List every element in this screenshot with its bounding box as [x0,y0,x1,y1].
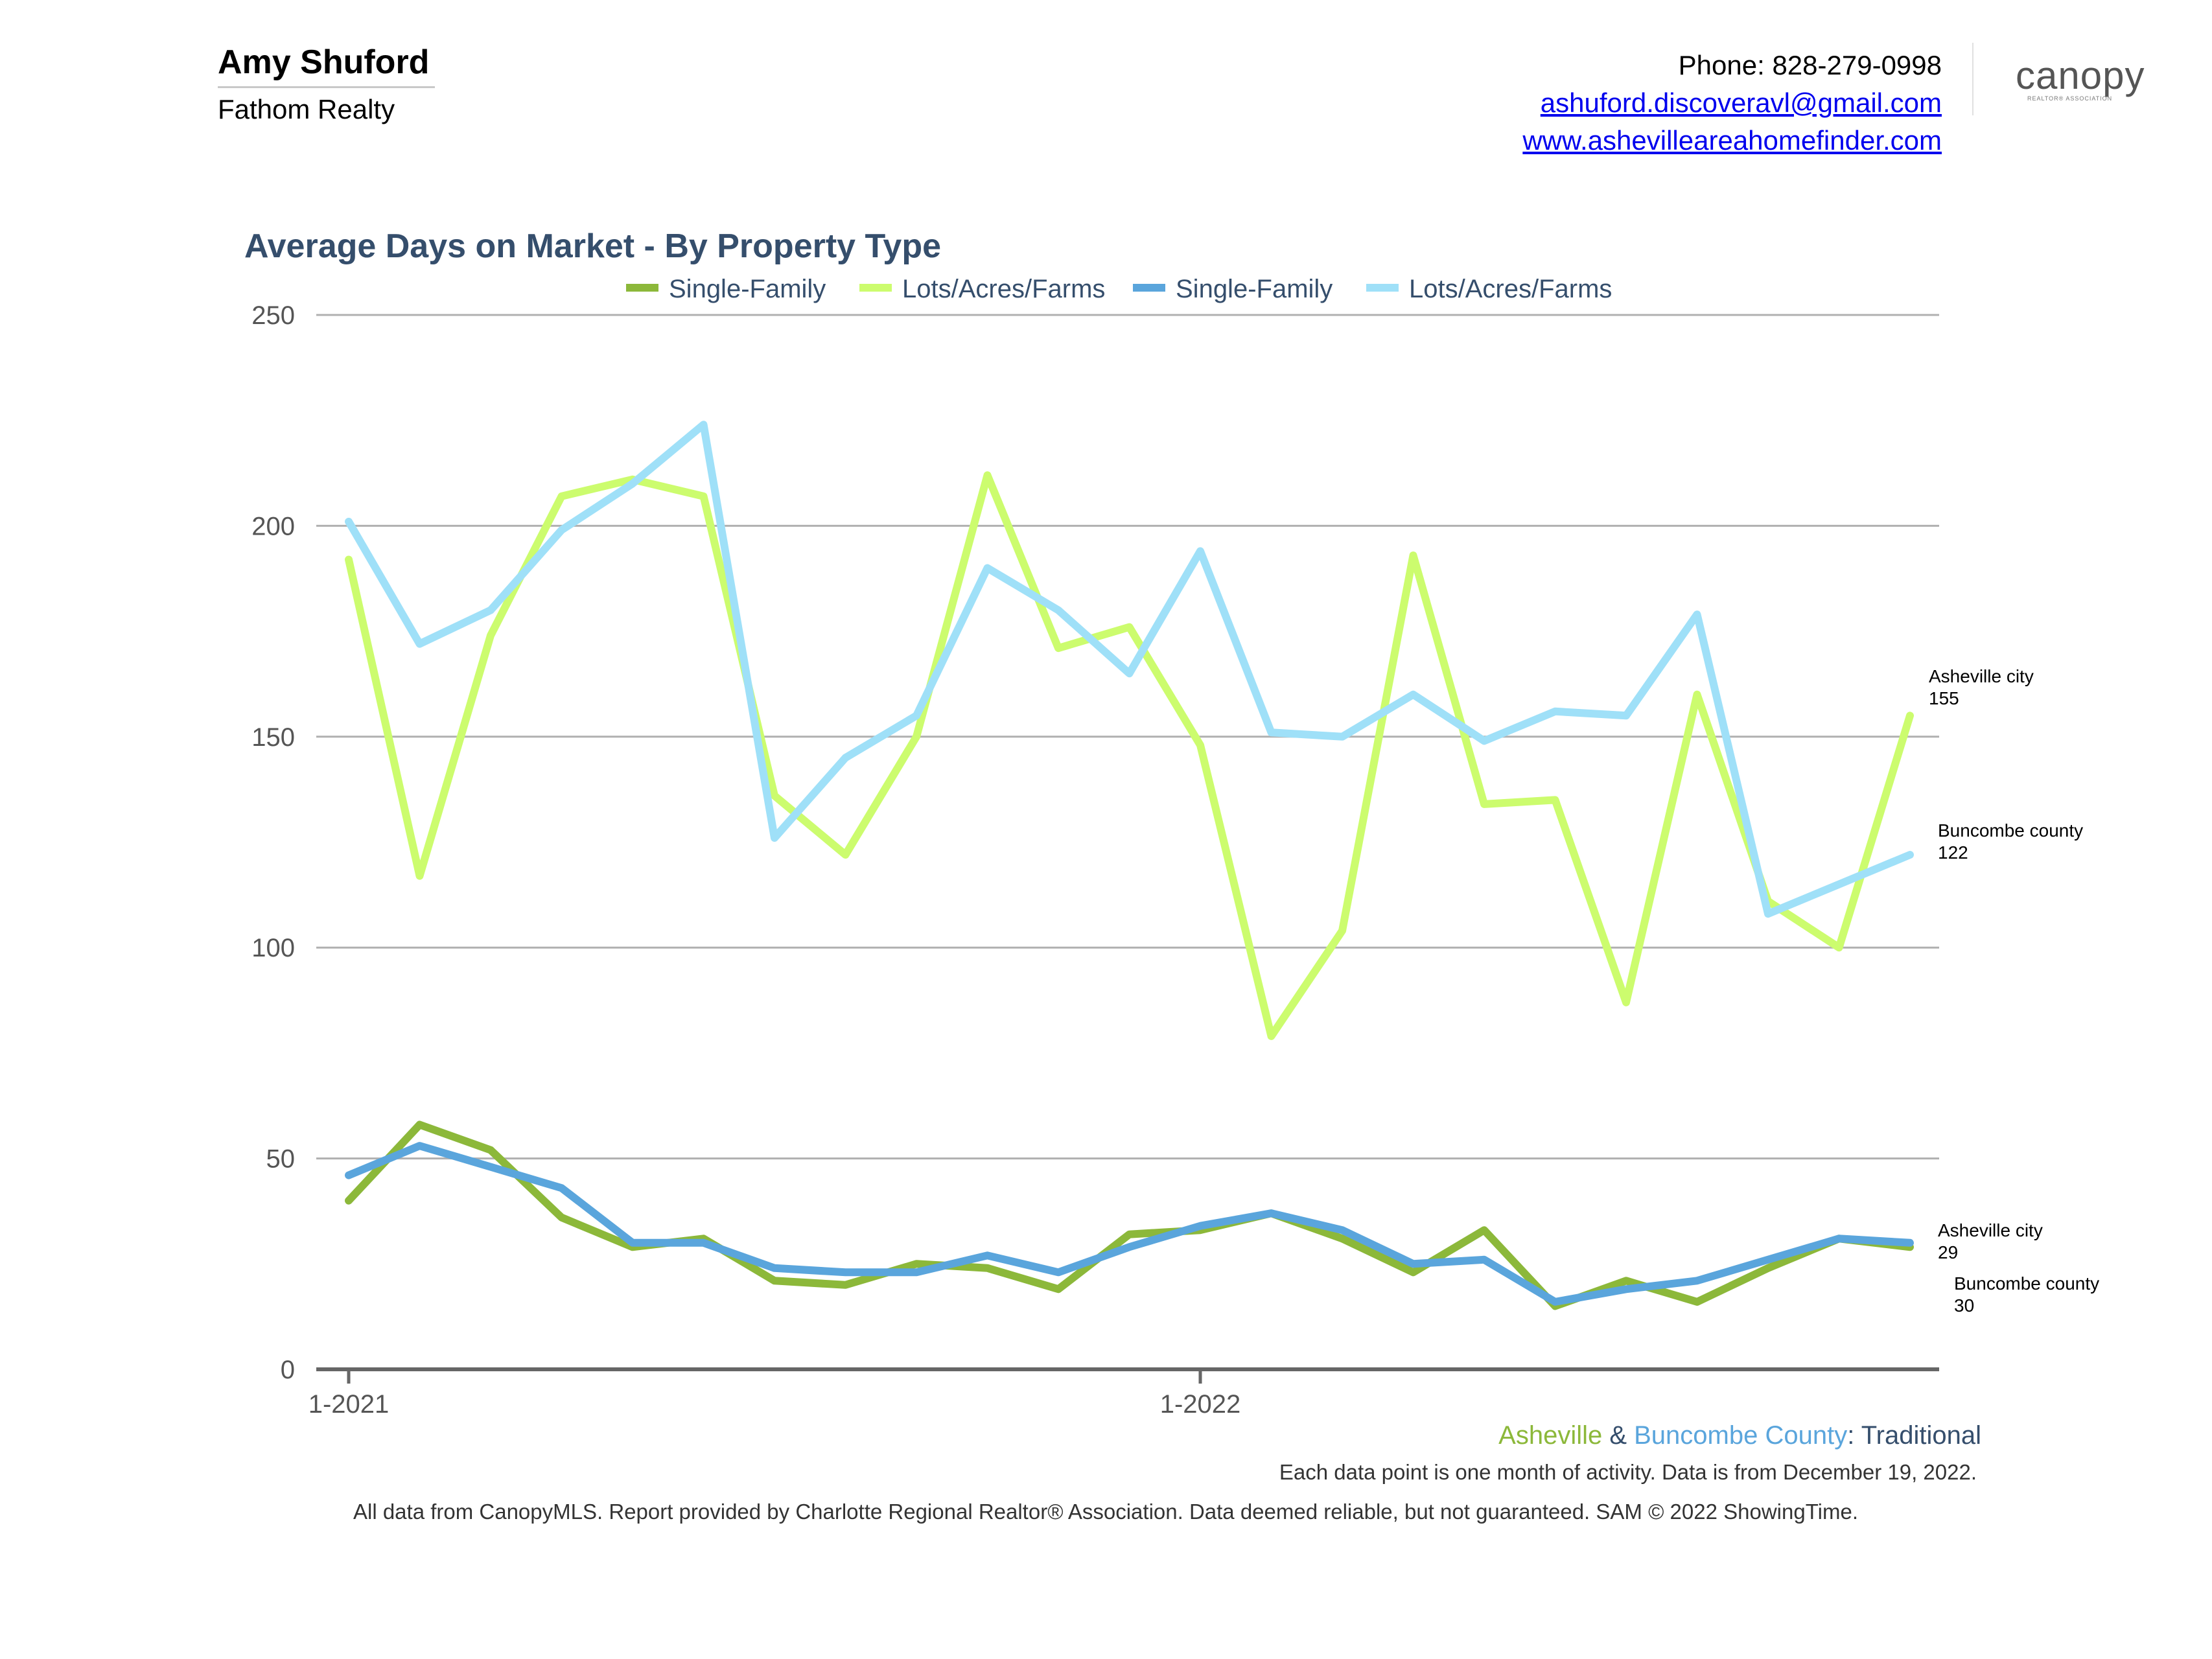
caption-traditional: : Traditional [1847,1421,1981,1450]
series-line-asheville-lots-acres-farms [345,471,1914,1040]
y-tick-label-50: 50 [266,1145,296,1174]
legend: Single-Family Lots/Acres/Farms Single-Fa… [626,275,1612,303]
caption-amp: & [1602,1421,1634,1450]
series-lines [345,421,1914,1310]
agent-company: Fathom Realty [218,94,395,124]
gridlines [316,314,1939,1160]
header-divider [1972,43,1973,115]
series-line-buncombe-single-family [345,1142,1914,1306]
legend-label-asheville-lots: Lots/Acres/Farms [902,275,1105,303]
email-link[interactable]: ashuford.discoveravl@gmail.com [1540,87,1942,118]
y-tick-label-200: 200 [251,512,295,540]
x-tick-label-1-2022: 1-2022 [1160,1390,1241,1419]
end-label-buncombe-sf-name: Buncombe county [1954,1273,2099,1294]
end-label-asheville-lots-name: Asheville city [1929,666,2034,686]
y-axis-ticks: 0 50 100 150 200 250 [251,301,295,1384]
caption-asheville: Asheville [1498,1421,1602,1450]
end-label-asheville-lots-value: 155 [1929,688,1959,708]
y-tick-label-250: 250 [251,301,295,330]
end-labels: Asheville city 155 Buncombe county 122 A… [1929,666,2099,1316]
end-label-buncombe-lots-value: 122 [1938,842,1968,863]
end-label-buncombe-sf-value: 30 [1954,1295,1974,1316]
chart-title: Average Days on Market - By Property Typ… [244,227,941,265]
agent-name: Amy Shuford [218,43,430,81]
legend-label-asheville-single-family: Single-Family [669,275,826,303]
y-tick-label-0: 0 [281,1356,295,1384]
website-link[interactable]: www.ashevilleareahomefinder.com [1522,125,1942,156]
contact-block: Phone: 828-279-0998 ashuford.discoveravl… [1522,47,1942,159]
series-line-asheville-single-family [345,1120,1914,1310]
canopy-logo: canopy REALTOR® ASSOCIATION [2016,53,2145,102]
x-axis: 1-2021 1-2022 [309,1367,1939,1419]
phone-number: Phone: 828-279-0998 [1678,50,1942,80]
disclaimer: All data from CanopyMLS. Report provided… [353,1500,1858,1524]
end-label-asheville-sf-value: 29 [1938,1242,1958,1262]
logo-subtext: REALTOR® ASSOCIATION [2027,95,2113,102]
logo-text: canopy [2016,54,2145,97]
end-label-buncombe-lots-name: Buncombe county [1938,820,2083,841]
y-tick-label-100: 100 [251,934,295,962]
end-label-asheville-sf-name: Asheville city [1938,1220,2043,1240]
area-caption: Asheville & Buncombe County: Traditional [1498,1421,1981,1450]
x-tick-label-1-2021: 1-2021 [309,1390,390,1419]
caption-buncombe: Buncombe County [1634,1421,1847,1450]
legend-label-buncombe-single-family: Single-Family [1176,275,1333,303]
series-line-buncombe-lots-acres-farms [345,421,1914,918]
data-note: Each data point is one month of activity… [1279,1460,1977,1484]
legend-label-buncombe-lots: Lots/Acres/Farms [1409,275,1612,303]
y-tick-label-150: 150 [251,723,295,752]
agent-name-underline [218,86,435,88]
